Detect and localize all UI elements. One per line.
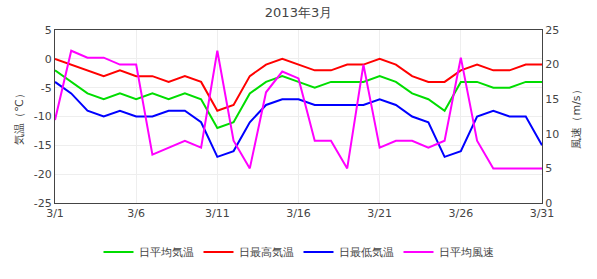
svg-text:日平均気温: 日平均気温	[139, 246, 194, 259]
svg-text:-10: -10	[34, 110, 52, 123]
svg-text:0: 0	[545, 197, 552, 210]
svg-text:3/1: 3/1	[46, 207, 64, 220]
svg-text:5: 5	[45, 24, 52, 37]
svg-text:0: 0	[45, 53, 52, 66]
svg-text:3/31: 3/31	[530, 207, 555, 220]
svg-text:3/6: 3/6	[127, 207, 145, 220]
svg-text:2013年3月: 2013年3月	[265, 5, 332, 20]
svg-text:20: 20	[545, 58, 559, 71]
svg-text:3/16: 3/16	[286, 207, 311, 220]
svg-text:日最高気温: 日最高気温	[239, 246, 294, 259]
svg-text:風速（m/s）: 風速（m/s）	[570, 84, 583, 148]
svg-text:5: 5	[545, 162, 552, 175]
svg-text:-20: -20	[34, 168, 52, 181]
svg-text:15: 15	[545, 93, 559, 106]
svg-text:25: 25	[545, 24, 559, 37]
svg-text:3/26: 3/26	[448, 207, 473, 220]
svg-text:-5: -5	[41, 82, 52, 95]
svg-text:日平均風速: 日平均風速	[439, 246, 494, 259]
svg-text:-15: -15	[34, 139, 52, 152]
svg-text:日最低気温: 日最低気温	[339, 246, 394, 259]
svg-text:10: 10	[545, 128, 559, 141]
svg-text:気温（℃）: 気温（℃）	[13, 88, 26, 144]
svg-text:3/11: 3/11	[205, 207, 230, 220]
svg-text:3/21: 3/21	[367, 207, 392, 220]
svg-text:-25: -25	[34, 197, 52, 210]
